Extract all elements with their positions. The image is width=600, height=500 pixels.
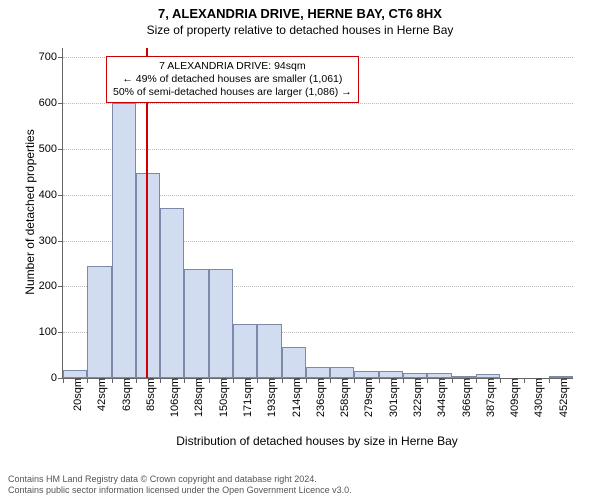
ytick-label: 200 [39,280,63,292]
xtick-label: 106sqm [163,378,181,417]
histogram-bar [209,269,233,378]
xtick-mark [63,378,64,383]
histogram-bar [330,367,354,378]
xtick-mark [549,378,550,383]
y-axis-label: Number of detached properties [23,112,37,312]
xtick-mark [160,378,161,383]
x-axis-label: Distribution of detached houses by size … [62,434,572,448]
histogram-bar [184,269,208,378]
chart-title: 7, ALEXANDRIA DRIVE, HERNE BAY, CT6 8HX [0,0,600,21]
ytick-label: 0 [51,372,63,384]
xtick-mark [306,378,307,383]
attribution-line-1: Contains HM Land Registry data © Crown c… [8,474,352,485]
ytick-label: 600 [39,97,63,109]
histogram-bar [233,324,257,378]
xtick-label: 63sqm [115,378,133,411]
xtick-label: 301sqm [382,378,400,417]
xtick-mark [500,378,501,383]
histogram-bar [282,347,306,378]
attribution-line-2: Contains public sector information licen… [8,485,352,496]
histogram-bar [112,103,136,378]
xtick-label: 258sqm [333,378,351,417]
xtick-label: 387sqm [479,378,497,417]
xtick-label: 430sqm [527,378,545,417]
xtick-mark [233,378,234,383]
histogram-bar [63,370,87,378]
xtick-label: 452sqm [552,378,570,417]
histogram-bar [379,371,403,378]
ytick-label: 500 [39,143,63,155]
callout-line-1: 7 ALEXANDRIA DRIVE: 94sqm [113,60,352,73]
xtick-mark [476,378,477,383]
gridline [63,149,573,150]
xtick-mark [403,378,404,383]
ytick-label: 100 [39,326,63,338]
histogram-bar [87,266,111,378]
xtick-mark [87,378,88,383]
xtick-label: 171sqm [236,378,254,417]
xtick-label: 42sqm [90,378,108,411]
xtick-label: 236sqm [309,378,327,417]
callout-line-3: 50% of semi-detached houses are larger (… [113,86,352,99]
callout-line-2: ← 49% of detached houses are smaller (1,… [113,73,352,86]
xtick-mark [136,378,137,383]
histogram-bar [257,324,281,378]
attribution-text: Contains HM Land Registry data © Crown c… [8,474,352,496]
xtick-label: 214sqm [285,378,303,417]
histogram-bar [160,208,184,379]
xtick-label: 85sqm [139,378,157,411]
ytick-label: 700 [39,51,63,63]
xtick-mark [184,378,185,383]
xtick-label: 409sqm [503,378,521,417]
xtick-mark [257,378,258,383]
xtick-mark [379,378,380,383]
xtick-label: 366sqm [455,378,473,417]
histogram-bar [354,371,378,378]
xtick-label: 322sqm [406,378,424,417]
xtick-mark [354,378,355,383]
callout-box: 7 ALEXANDRIA DRIVE: 94sqm ← 49% of detac… [106,56,359,103]
xtick-label: 344sqm [430,378,448,417]
xtick-label: 193sqm [260,378,278,417]
xtick-mark [330,378,331,383]
chart-subtitle: Size of property relative to detached ho… [0,21,600,37]
xtick-mark [524,378,525,383]
xtick-label: 279sqm [357,378,375,417]
xtick-mark [427,378,428,383]
xtick-mark [282,378,283,383]
xtick-label: 128sqm [187,378,205,417]
xtick-mark [112,378,113,383]
xtick-label: 20sqm [66,378,84,411]
xtick-mark [452,378,453,383]
ytick-label: 400 [39,189,63,201]
xtick-mark [209,378,210,383]
ytick-label: 300 [39,235,63,247]
chart-container: 7, ALEXANDRIA DRIVE, HERNE BAY, CT6 8HX … [0,0,600,500]
histogram-bar [306,367,330,378]
xtick-label: 150sqm [212,378,230,417]
